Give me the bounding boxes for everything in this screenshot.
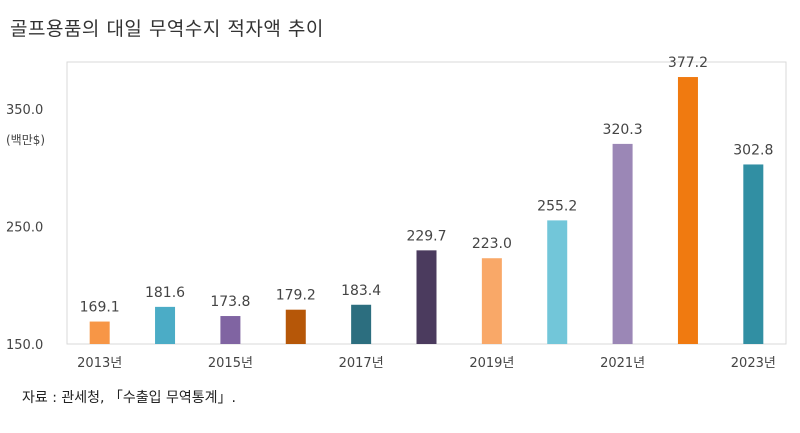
bar	[677, 77, 698, 344]
bar	[351, 304, 372, 344]
bar	[285, 309, 306, 344]
bar	[481, 258, 502, 344]
bar-value-label: 173.8	[210, 294, 250, 310]
x-tick-label: 2013년	[77, 356, 122, 371]
bar-value-label: 183.4	[341, 283, 381, 299]
chart-title: 골프용품의 대일 무역수지 적자액 추이	[10, 18, 324, 40]
bar	[89, 321, 110, 344]
y-tick-label: 250.0	[6, 221, 43, 236]
value-label-group: 169.1 181.6 173.8 179.2 183.4 229.7 223.0 255.2…	[80, 55, 774, 316]
bar-value-label: 320.3	[603, 122, 643, 138]
bar-value-label: 223.0	[472, 236, 512, 252]
bar-value-label: 169.1	[80, 300, 120, 316]
x-tick-label: 2023년	[731, 356, 776, 371]
bar	[155, 306, 176, 344]
bar	[547, 220, 568, 344]
bar-value-label: 255.2	[537, 198, 577, 214]
bar-value-label: 377.2	[668, 55, 708, 71]
y-axis-ticks: 150.0 250.0 350.0	[6, 103, 43, 353]
bar	[612, 143, 633, 344]
bar-value-label: 229.7	[406, 228, 446, 244]
y-axis-label: (백만$)	[6, 133, 45, 147]
bar	[743, 164, 764, 344]
bar-value-label: 179.2	[276, 288, 316, 304]
bar	[220, 316, 241, 344]
x-tick-label: 2015년	[208, 356, 253, 371]
x-tick-label: 2021년	[600, 356, 645, 371]
x-axis-ticks: 2013년 2015년 2017년 2019년 2021년 2023년	[77, 356, 776, 371]
x-tick-label: 2019년	[469, 356, 514, 371]
source-note: 자료 : 관세청, 「수출입 무역통계」.	[22, 390, 236, 406]
bar	[416, 250, 437, 344]
y-tick-label: 350.0	[6, 103, 43, 118]
bar-value-label: 181.6	[145, 285, 185, 301]
y-tick-label: 150.0	[6, 338, 43, 353]
bar-value-label: 302.8	[733, 142, 773, 158]
x-tick-label: 2017년	[339, 356, 384, 371]
bar-group	[89, 77, 764, 344]
